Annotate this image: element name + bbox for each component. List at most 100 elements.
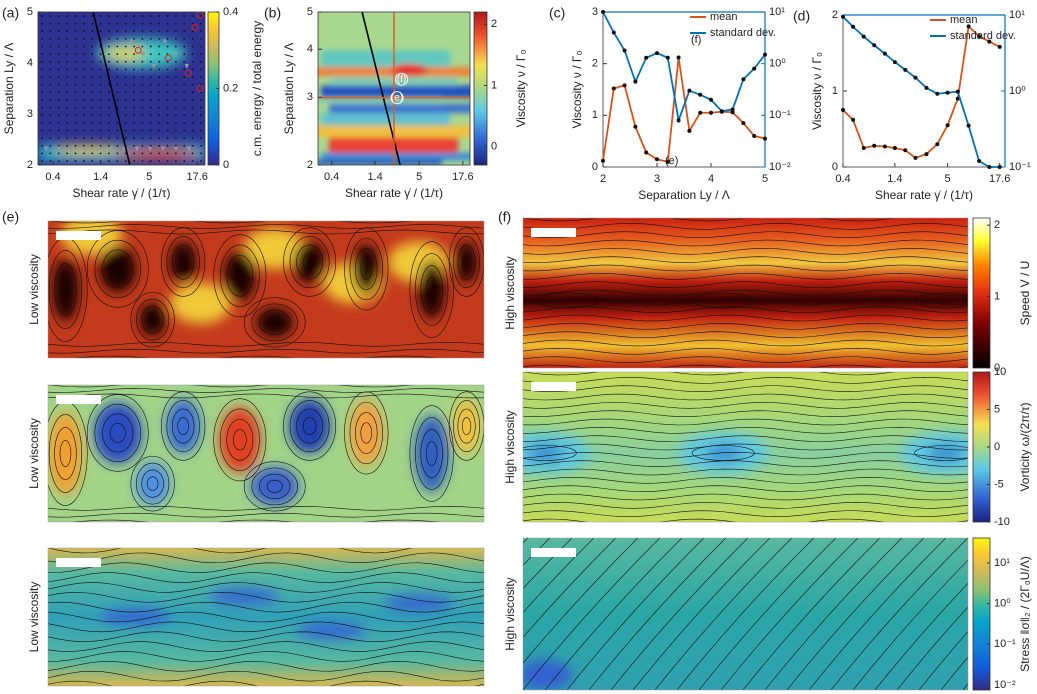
sample-dot (141, 152, 144, 155)
sample-dot (116, 76, 119, 78)
streamline (130, 455, 175, 512)
streamline (523, 348, 968, 355)
marker-triangle (187, 146, 191, 152)
streamline (48, 572, 484, 583)
vorticity-patch (218, 406, 261, 473)
row-label: Low viscosity (27, 418, 41, 489)
sample-dot (57, 114, 60, 117)
streamline (48, 670, 484, 682)
data-point (924, 152, 929, 157)
data-point (945, 90, 950, 95)
image-frame (522, 537, 969, 691)
sample-dot (99, 15, 102, 17)
data-point (655, 157, 659, 162)
streamline (48, 611, 484, 623)
streamline (251, 303, 298, 342)
y2-tick-label: 10⁻¹ (1009, 161, 1031, 173)
sample-dot (91, 129, 94, 132)
y2-tick-label: 10⁻² (769, 161, 791, 173)
sample-dot (200, 22, 202, 25)
sample-dot (141, 30, 144, 33)
sample-dot (74, 76, 77, 78)
streamline (523, 248, 968, 255)
sample-dot (183, 68, 186, 71)
x-tick-label: 3 (654, 173, 660, 185)
streamline (415, 417, 449, 490)
sample-dot (174, 152, 177, 155)
sample-dot (133, 106, 135, 109)
colorbar (473, 11, 488, 166)
sample-dot (200, 129, 202, 132)
data-point (913, 75, 918, 80)
streamline (219, 244, 260, 307)
streamline (266, 479, 283, 493)
data-point (903, 67, 908, 72)
sample-dot (91, 160, 94, 162)
heat-band (321, 152, 470, 161)
heat-band (321, 50, 451, 68)
vorticity-patch (165, 398, 201, 454)
sample-dot (116, 15, 119, 17)
sample-dot (41, 60, 43, 63)
vorticity-patch (135, 461, 171, 506)
data-point (872, 43, 877, 48)
x-tick-label: 1.4 (93, 171, 108, 183)
data-point (644, 55, 649, 60)
sample-dot (49, 68, 52, 71)
sample-dot (124, 15, 127, 17)
x-tick-label: 5 (146, 171, 152, 183)
marker-triangle (148, 146, 152, 152)
streamline (166, 400, 200, 453)
sample-dot (82, 137, 85, 140)
colorbar-tick-label: 5 (994, 403, 1000, 415)
data-point (611, 86, 616, 91)
streamline (523, 445, 577, 461)
sample-dot (41, 76, 43, 78)
sample-dot (183, 152, 186, 155)
sample-dot (49, 83, 52, 86)
sample-dot (57, 15, 60, 17)
vortex-core (139, 303, 166, 337)
marker-triangle (140, 51, 145, 57)
sample-dot (141, 99, 144, 101)
sample-dot (57, 137, 60, 140)
sample-dot (141, 129, 144, 132)
sample-dot (66, 60, 69, 63)
x-tick-label: 1.4 (887, 173, 902, 185)
streamline (54, 263, 77, 316)
y-axis-label: Viscosity ν / Γ₀ (810, 52, 824, 130)
image-frame (47, 547, 485, 687)
data-point (601, 10, 605, 14)
sample-dot (41, 144, 43, 147)
sample-dot (141, 91, 144, 94)
colorbar-tick-label: 0 (994, 441, 1000, 453)
streamline (48, 552, 484, 564)
sample-dot (191, 37, 194, 40)
sample-dot (82, 91, 85, 94)
sample-dot (99, 144, 102, 147)
sample-dot (133, 22, 135, 25)
sample-dot (124, 30, 127, 33)
sample-dot (66, 144, 69, 147)
streamline (523, 231, 968, 238)
data-point (665, 55, 670, 60)
sample-dot (108, 68, 110, 71)
series-line (842, 16, 1000, 168)
marker-triangle (173, 51, 178, 57)
data-point (698, 110, 703, 115)
sample-dot (174, 60, 177, 63)
streamline (523, 239, 968, 247)
streamline (409, 241, 454, 338)
streamline (632, 538, 771, 690)
streamline (523, 510, 968, 517)
sample-dot (149, 76, 152, 78)
sample-dot (91, 45, 94, 48)
streamline (233, 265, 247, 287)
sample-dot (200, 144, 202, 147)
sample-dot (158, 53, 161, 56)
sample-dot (158, 121, 161, 124)
streamline (48, 582, 484, 593)
vortex-core (52, 258, 79, 321)
x-tick-label: 0.4 (835, 173, 850, 185)
sample-dot (158, 99, 161, 101)
